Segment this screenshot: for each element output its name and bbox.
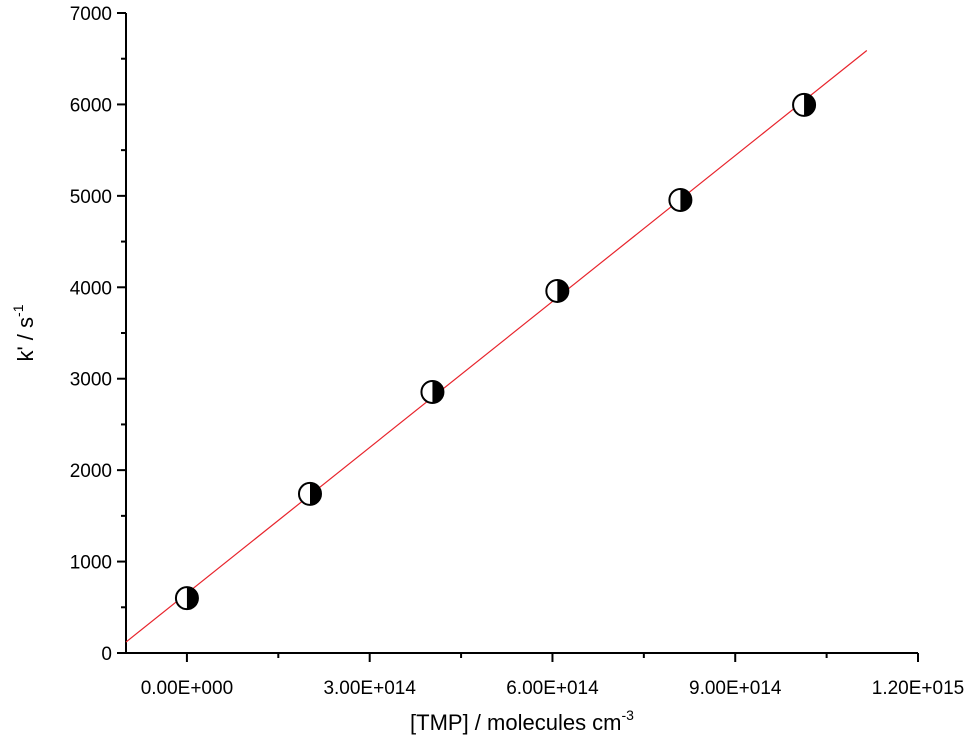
x-axis-title-text: [TMP] / molecules cm	[410, 710, 621, 735]
y-tick-label: 2000	[70, 461, 112, 482]
fit-line	[125, 50, 868, 643]
y-tick-label: 4000	[70, 278, 112, 299]
y-tick-label: 7000	[70, 4, 112, 25]
x-tick-label: 3.00E+014	[323, 678, 416, 699]
point	[668, 187, 693, 212]
point-half	[557, 279, 569, 302]
y-tick-label: 3000	[70, 370, 112, 391]
x-axis-title-sup: -3	[622, 707, 635, 723]
point-half	[186, 587, 198, 610]
y-tick-label: 1000	[70, 553, 112, 574]
y-axis-title: k' / s-1	[10, 304, 38, 361]
point	[420, 379, 445, 404]
y-axis-title-sup: -1	[10, 304, 26, 317]
point	[545, 278, 570, 303]
point	[792, 92, 817, 117]
y-tick-label: 6000	[70, 95, 112, 116]
point-half	[680, 188, 692, 211]
x-tick-label: 9.00E+014	[689, 678, 782, 699]
x-axis-title: [TMP] / molecules cm-3	[410, 707, 634, 735]
point	[174, 586, 199, 611]
y-axis-title-text: k' / s	[13, 317, 38, 362]
y-tick-label: 0	[101, 644, 112, 665]
point-half	[804, 93, 816, 116]
y-tick-label: 5000	[70, 187, 112, 208]
x-tick-label: 1.20E+015	[872, 678, 964, 699]
point	[297, 481, 322, 506]
point-half	[432, 380, 444, 403]
x-tick-label: 6.00E+014	[506, 678, 599, 699]
x-tick-label: 0.00E+000	[141, 678, 233, 699]
point-half	[309, 482, 321, 505]
